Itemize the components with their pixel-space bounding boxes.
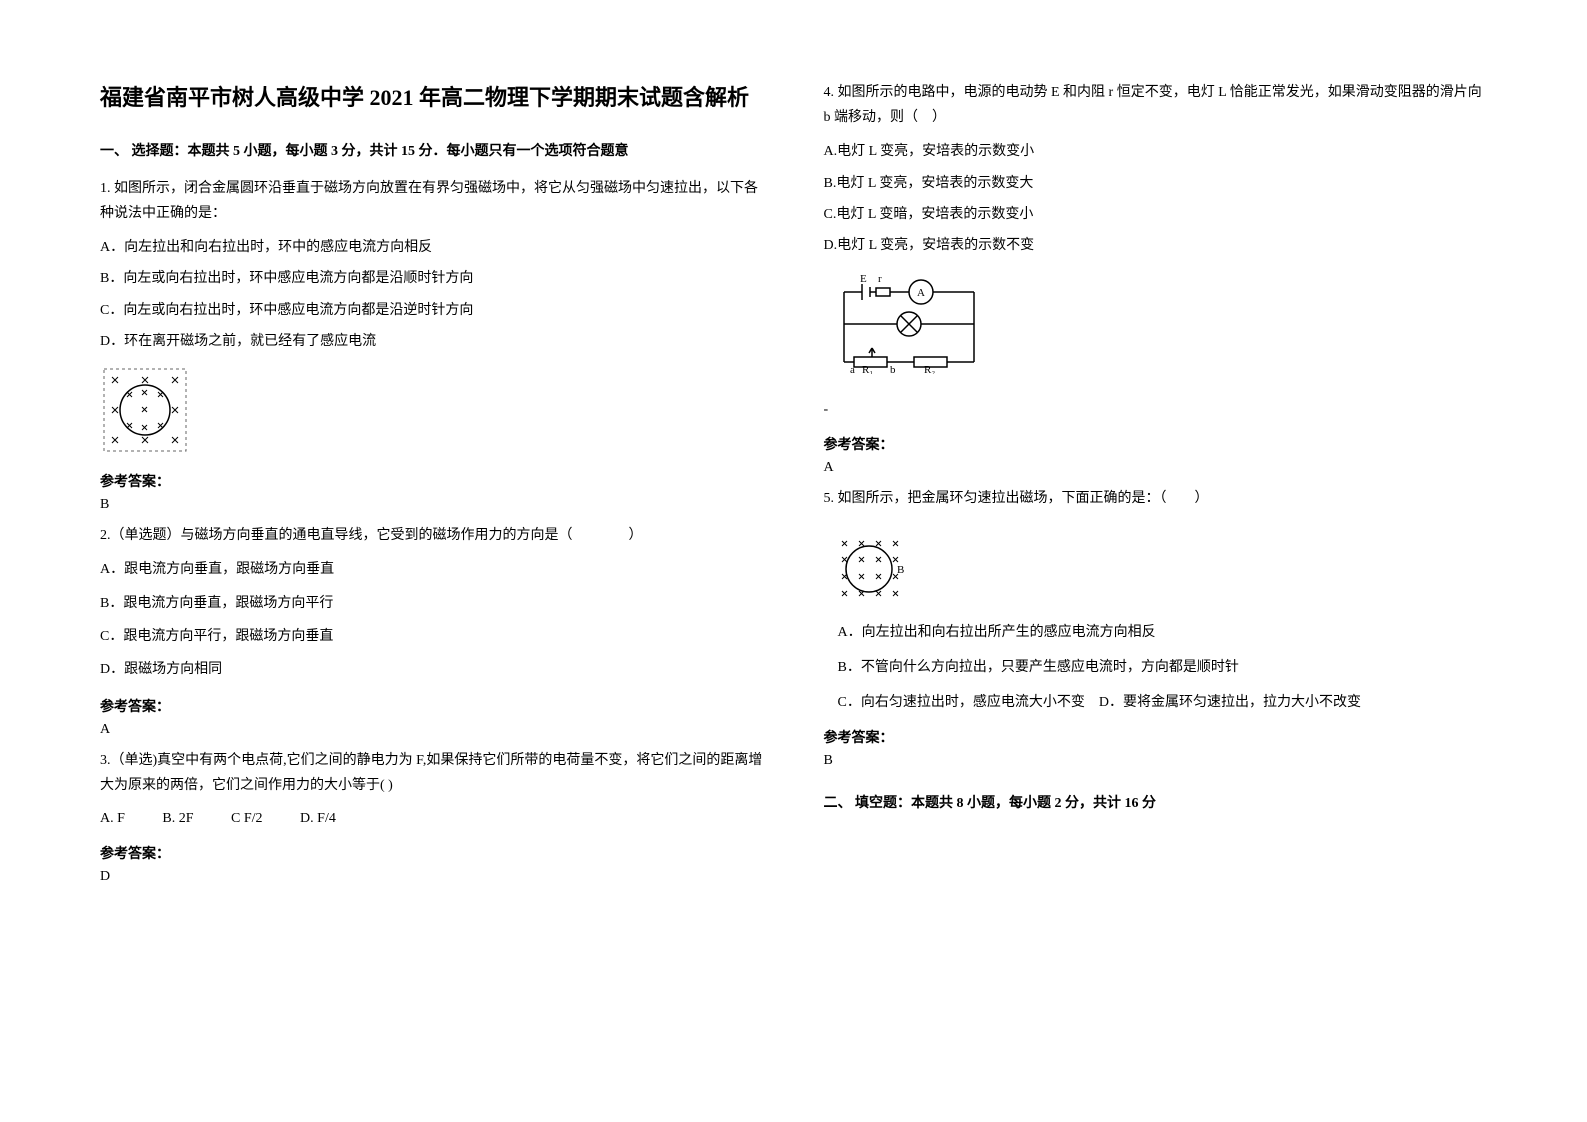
q5-option-b: B．不管向什么方向拉出，只要产生感应电流时，方向都是顺时针 xyxy=(838,654,1488,681)
q5-text: 5. 如图所示，把金属环匀速拉出磁场，下面正确的是：（ ） xyxy=(824,486,1488,511)
q4-label-r: r xyxy=(878,274,882,285)
q3-option-c: C F/2 xyxy=(231,811,263,826)
q4-option-c: C.电灯 L 变暗，安培表的示数变小 xyxy=(824,201,1488,228)
q5-option-a: A．向左拉出和向右拉出所产生的感应电流方向相反 xyxy=(838,619,1488,646)
right-column: 4. 如图所示的电路中，电源的电动势 E 和内阻 r 恒定不变，电灯 L 恰能正… xyxy=(824,80,1488,1092)
q2-answer-label: 参考答案： xyxy=(100,696,764,716)
page-title: 福建省南平市树人高级中学 2021 年高二物理下学期期末试题含解析 xyxy=(100,80,764,115)
q4-option-a: A.电灯 L 变亮，安培表的示数变小 xyxy=(824,138,1488,165)
q3-option-d: D. F/4 xyxy=(300,811,336,826)
q4-answer-label: 参考答案： xyxy=(824,434,1488,454)
q3-options: A. F B. 2F C F/2 D. F/4 xyxy=(100,806,764,831)
q5-label-B: B xyxy=(897,564,904,576)
q1-figure xyxy=(100,365,190,455)
q3-text: 3.（单选)真空中有两个电点荷,它们之间的静电力为 F,如果保持它们所带的电荷量… xyxy=(100,748,764,798)
q5-option-d: D．要将金属环匀速拉出，拉力大小不改变 xyxy=(1099,695,1361,710)
q4-answer: A xyxy=(824,460,1488,476)
section1-instruction: 一、 选择题：本题共 5 小题，每小题 3 分，共计 15 分．每小题只有一个选… xyxy=(100,141,764,163)
q4-text: 4. 如图所示的电路中，电源的电动势 E 和内阻 r 恒定不变，电灯 L 恰能正… xyxy=(824,80,1488,130)
q1-option-a: A．向左拉出和向右拉出时，环中的感应电流方向相反 xyxy=(100,234,764,261)
dash: - xyxy=(824,402,1488,418)
q4-label-R2: R₂ xyxy=(924,364,935,374)
q3-answer-label: 参考答案： xyxy=(100,843,764,863)
section2-instruction: 二、 填空题：本题共 8 小题，每小题 2 分，共计 16 分 xyxy=(824,793,1488,815)
q5-answer: B xyxy=(824,753,1488,769)
q4-option-b: B.电灯 L 变亮，安培表的示数变大 xyxy=(824,170,1488,197)
q4-circuit-figure: E r A a b R₁ R₂ xyxy=(824,274,984,374)
q3-answer: D xyxy=(100,869,764,885)
q5-options-cd: C．向右匀速拉出时，感应电流大小不变 D．要将金属环匀速拉出，拉力大小不改变 xyxy=(838,689,1488,716)
q1-option-d: D．环在离开磁场之前，就已经有了感应电流 xyxy=(100,328,764,355)
q5-option-c: C．向右匀速拉出时，感应电流大小不变 xyxy=(838,695,1085,710)
q4-label-A: A xyxy=(917,287,925,299)
q1-option-b: B．向左或向右拉出时，环中感应电流方向都是沿顺时针方向 xyxy=(100,265,764,292)
q1-answer-label: 参考答案： xyxy=(100,471,764,491)
spacer xyxy=(824,384,1488,402)
q3-option-b: B. 2F xyxy=(162,811,193,826)
q5-figure: B xyxy=(824,529,924,609)
q5-answer-label: 参考答案： xyxy=(824,727,1488,747)
q4-label-R1: R₁ xyxy=(862,364,873,374)
q4-label-b: b xyxy=(890,364,896,374)
q2-option-a: A．跟电流方向垂直，跟磁场方向垂直 xyxy=(100,556,764,583)
q1-option-c: C．向左或向右拉出时，环中感应电流方向都是沿逆时针方向 xyxy=(100,297,764,324)
q4-label-a: a xyxy=(850,364,855,374)
q2-option-b: B．跟电流方向垂直，跟磁场方向平行 xyxy=(100,590,764,617)
q4-option-d: D.电灯 L 变亮，安培表的示数不变 xyxy=(824,232,1488,259)
left-column: 福建省南平市树人高级中学 2021 年高二物理下学期期末试题含解析 一、 选择题… xyxy=(100,80,764,1092)
q2-answer: A xyxy=(100,722,764,738)
q1-text: 1. 如图所示，闭合金属圆环沿垂直于磁场方向放置在有界匀强磁场中，将它从匀强磁场… xyxy=(100,176,764,226)
q3-option-a: A. F xyxy=(100,811,125,826)
q2-option-c: C．跟电流方向平行，跟磁场方向垂直 xyxy=(100,623,764,650)
q4-label-E: E xyxy=(860,274,867,285)
q1-answer: B xyxy=(100,497,764,513)
q2-option-d: D．跟磁场方向相同 xyxy=(100,656,764,683)
q2-text: 2.（单选题）与磁场方向垂直的通电直导线，它受到的磁场作用力的方向是（ ） xyxy=(100,523,764,548)
